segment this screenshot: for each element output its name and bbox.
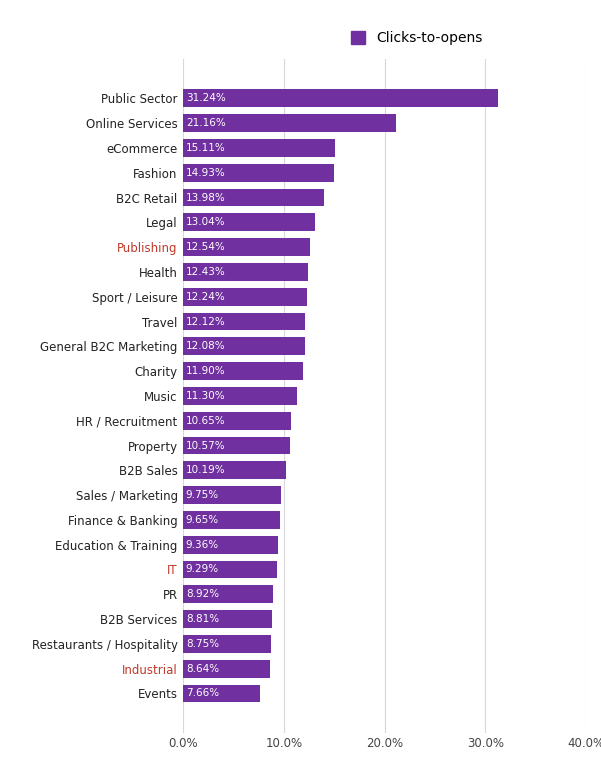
Bar <box>183 684 260 702</box>
Text: 8.64%: 8.64% <box>186 664 219 673</box>
Bar <box>183 660 270 677</box>
Text: 8.92%: 8.92% <box>186 590 219 599</box>
Bar <box>183 263 308 281</box>
Legend: Clicks-to-opens: Clicks-to-opens <box>351 31 483 45</box>
Bar <box>183 189 324 206</box>
Text: 7.66%: 7.66% <box>186 688 219 699</box>
Text: 9.75%: 9.75% <box>186 490 219 500</box>
Text: 12.12%: 12.12% <box>186 317 225 326</box>
Text: 12.43%: 12.43% <box>186 267 225 277</box>
Text: 14.93%: 14.93% <box>186 168 225 178</box>
Bar <box>183 586 273 603</box>
Bar <box>183 313 305 331</box>
Bar <box>183 213 314 231</box>
Text: 15.11%: 15.11% <box>186 143 225 153</box>
Text: 13.98%: 13.98% <box>186 193 225 202</box>
Bar <box>183 635 272 653</box>
Bar <box>183 387 297 405</box>
Text: 9.36%: 9.36% <box>186 539 219 550</box>
Text: 12.24%: 12.24% <box>186 292 225 302</box>
Text: 21.16%: 21.16% <box>186 118 225 128</box>
Bar <box>183 164 334 182</box>
Text: 12.08%: 12.08% <box>186 341 225 351</box>
Text: 12.54%: 12.54% <box>186 242 225 252</box>
Bar <box>183 561 277 579</box>
Text: 9.29%: 9.29% <box>186 564 219 575</box>
Bar <box>183 610 272 628</box>
Text: 9.65%: 9.65% <box>186 515 219 525</box>
Bar <box>183 437 290 455</box>
Text: 11.90%: 11.90% <box>186 366 225 376</box>
Text: 31.24%: 31.24% <box>186 93 225 103</box>
Bar <box>183 461 286 479</box>
Bar <box>183 535 278 554</box>
Text: 10.57%: 10.57% <box>186 441 225 451</box>
Text: 10.65%: 10.65% <box>186 416 225 426</box>
Bar <box>183 114 396 132</box>
Text: 13.04%: 13.04% <box>186 217 225 227</box>
Bar <box>183 288 307 306</box>
Bar <box>183 139 335 157</box>
Text: 10.19%: 10.19% <box>186 466 225 475</box>
Bar <box>183 238 310 256</box>
Text: 11.30%: 11.30% <box>186 391 225 401</box>
Text: 8.81%: 8.81% <box>186 614 219 624</box>
Bar <box>183 337 305 355</box>
Text: 8.75%: 8.75% <box>186 639 219 649</box>
Bar <box>183 89 498 107</box>
Bar <box>183 362 303 380</box>
Bar <box>183 412 290 430</box>
Bar <box>183 511 281 529</box>
Bar <box>183 486 281 504</box>
